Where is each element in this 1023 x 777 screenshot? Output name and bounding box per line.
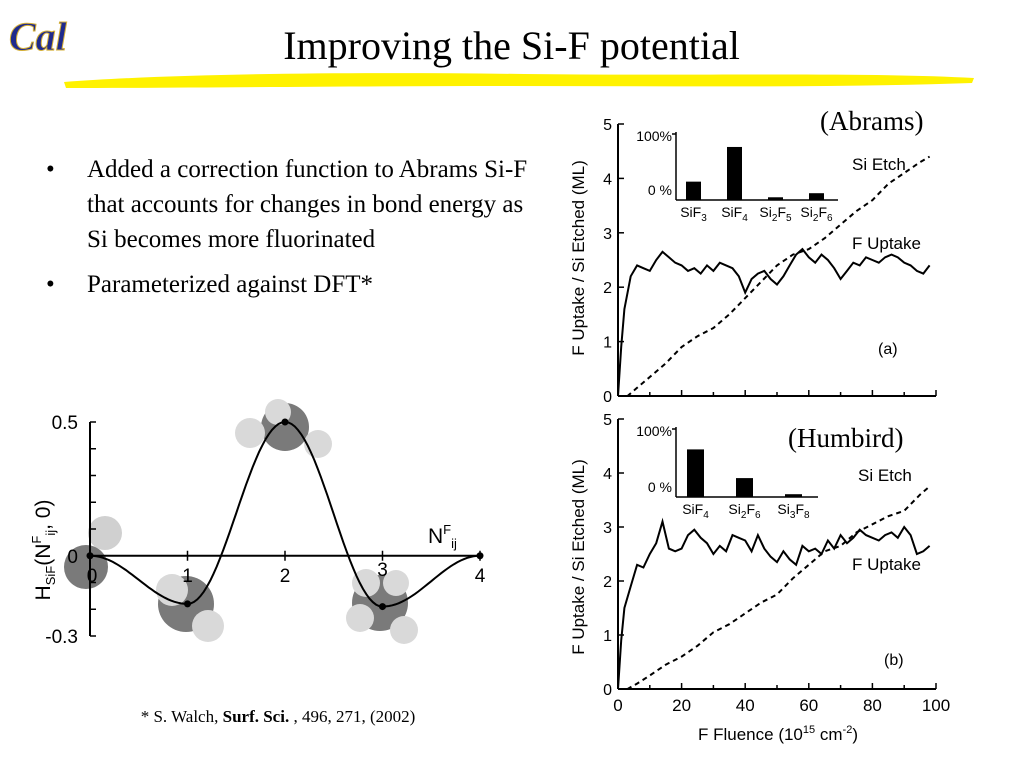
humbird-x-tick-label: 100	[922, 696, 950, 715]
humbird-x-tick-label: 0	[613, 696, 622, 715]
humbird-xlabel: F Fluence (1015 cm-2)	[698, 724, 858, 744]
hsif-ylabel: HSiF(NFij, 0)	[29, 500, 58, 601]
title-underline	[64, 73, 974, 88]
humbird-x-tick-label: 60	[799, 696, 818, 715]
abrams-si-etch-label: Si Etch	[852, 155, 906, 174]
abrams-y-tick-label: 5	[603, 117, 612, 134]
hsif-x-tick-label: 2	[280, 566, 291, 587]
molecule-sif4-icon	[346, 569, 418, 644]
humbird-y-tick-label: 1	[603, 628, 612, 645]
humbird-y-tick-label: 0	[603, 682, 612, 699]
abrams-inset-bar	[809, 193, 824, 200]
humbird-inset-category-label: Si3F8	[777, 501, 810, 521]
abrams-f-uptake-label: F Uptake	[852, 234, 921, 253]
abrams-ylabel: F Uptake / Si Etched (ML)	[569, 160, 588, 356]
abrams-si-etch-line	[618, 155, 931, 397]
bullet-item: Added a correction function to Abrams Si…	[40, 152, 540, 257]
abrams-y-tick-label: 2	[603, 280, 612, 297]
abrams-chart: 0 1 2 3 4 5 100% 0 % SiF3 SiF4 Si2F5 Si2F6 (Abrams…	[569, 106, 937, 406]
hsif-point	[476, 552, 484, 560]
hsif-x-tick-label: 1	[182, 566, 193, 587]
abrams-inset-category-label: Si2F5	[759, 204, 792, 224]
humbird-inset-bar	[736, 478, 753, 497]
abrams-panel-label: (a)	[878, 341, 898, 358]
humbird-si-etch-label: Si Etch	[858, 466, 912, 485]
citation-journal: Surf. Sci.	[222, 707, 290, 726]
molecule-sif2-icon	[156, 574, 224, 642]
logo-text: Cal	[9, 14, 68, 59]
abrams-inset-bar	[768, 197, 783, 200]
humbird-x-tick-label: 20	[672, 696, 691, 715]
humbird-inset-bar	[687, 449, 704, 497]
humbird-inset-bar	[785, 494, 802, 497]
humbird-chart: 0 1 2 3 4 5 0 20 40 60 80 100 100% 0 % SiF4 Si2F6 Si3F8…	[569, 412, 950, 744]
humbird-panel-label: (b)	[884, 652, 904, 669]
bullet-item: Parameterized against DFT*	[40, 267, 540, 302]
hsif-point	[379, 603, 386, 611]
abrams-inset-bar	[686, 181, 701, 200]
humbird-inset-category-label: SiF4	[682, 501, 709, 521]
humbird-y-tick-label: 2	[603, 574, 612, 591]
molecule-sif3-icon	[235, 399, 332, 458]
humbird-ylabel: F Uptake / Si Etched (ML)	[569, 459, 588, 655]
abrams-inset-category-label: SiF4	[721, 204, 748, 224]
humbird-f-uptake-line	[617, 517, 931, 690]
humbird-y-tick-label: 4	[603, 466, 612, 483]
abrams-f-uptake-line	[617, 247, 931, 397]
hsif-y-tick-label: 0.5	[52, 413, 78, 434]
humbird-y-tick-label: 5	[603, 412, 612, 429]
slide-title: Improving the Si-F potential	[283, 23, 740, 68]
humbird-y-tick-label: 3	[603, 520, 612, 537]
hsif-point	[86, 552, 94, 560]
humbird-inset-y-max-label: 100%	[636, 423, 672, 439]
abrams-inset-y-min-label: 0 %	[648, 182, 672, 198]
citation-prefix: * S. Walch,	[140, 707, 223, 726]
abrams-y-tick-label: 3	[603, 226, 612, 243]
correction-function-chart: 0.5 0 -0.3 0 1 2 3 4 HSiF(NFij, 0) NFij	[29, 399, 486, 648]
humbird-model-label: (Humbird)	[788, 423, 903, 453]
humbird-si-etch-line	[618, 485, 931, 690]
humbird-inset-y-min-label: 0 %	[648, 479, 672, 495]
citation-suffix: , 496, 271, (2002)	[289, 707, 416, 726]
hsif-x-tick-label: 4	[475, 566, 486, 587]
humbird-inset-category-label: Si2F6	[728, 501, 761, 521]
citation: * S. Walch, Surf. Sci. , 496, 271, (2002…	[0, 707, 556, 727]
bullet-list: Added a correction function to Abrams Si…	[40, 152, 540, 312]
abrams-y-tick-label: 4	[603, 171, 612, 188]
abrams-y-tick-label: 0	[603, 389, 612, 406]
hsif-point	[184, 600, 191, 608]
abrams-model-label: (Abrams)	[820, 106, 923, 136]
hsif-point	[281, 418, 289, 426]
hsif-x-tick-label: 0	[87, 566, 98, 587]
hsif-y-tick-label: -0.3	[45, 627, 78, 648]
hsif-xlabel: NFij	[428, 522, 457, 551]
abrams-inset-y-max-label: 100%	[636, 128, 672, 144]
abrams-y-tick-label: 1	[603, 335, 612, 352]
humbird-x-tick-label: 40	[736, 696, 755, 715]
hsif-y-tick-label: 0	[67, 547, 78, 568]
hsif-x-tick-label: 3	[377, 560, 388, 581]
abrams-inset-bar	[727, 146, 742, 200]
abrams-inset-category-label: SiF3	[680, 204, 707, 224]
cal-logo: Cal	[9, 14, 69, 60]
abrams-inset-category-label: Si2F6	[800, 204, 833, 224]
humbird-x-tick-label: 80	[863, 696, 882, 715]
humbird-f-uptake-label: F Uptake	[852, 555, 921, 574]
